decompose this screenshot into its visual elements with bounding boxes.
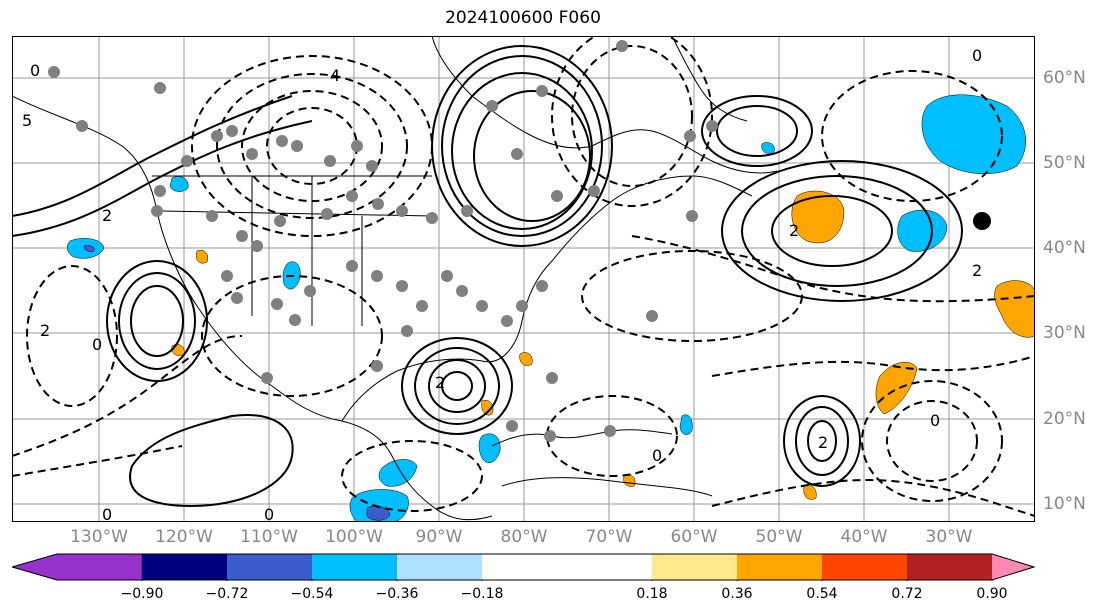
lat-label: 40°N — [1043, 238, 1086, 258]
shaded-anomaly-areas — [67, 94, 1035, 522]
colorbar-segment — [397, 554, 482, 580]
lon-label: 50°W — [755, 527, 803, 547]
lat-label: 20°N — [1043, 409, 1086, 429]
lon-label: 110°W — [240, 527, 298, 547]
colorbar-tick-label: 0.90 — [976, 586, 1008, 602]
colorbar-tick-label: −0.36 — [375, 586, 419, 602]
lat-label: 30°N — [1043, 323, 1086, 343]
map-panel: 0 2 4 5 0 2 0 2 0 2 0 2 0 2 0 — [12, 36, 1035, 522]
contour-label: 2 — [789, 221, 799, 240]
colorbar-segment — [12, 553, 143, 581]
contour-label: 2 — [40, 321, 50, 340]
colorbar-segment — [822, 554, 907, 580]
lon-label: 90°W — [415, 527, 463, 547]
contour-label: 0 — [930, 411, 940, 430]
colorbar-segment — [907, 554, 992, 580]
lon-label: 100°W — [325, 527, 383, 547]
lat-label: 10°N — [1043, 494, 1086, 514]
contour-label: 0 — [264, 505, 274, 522]
lon-label: 40°W — [840, 527, 888, 547]
contour-lines-dashed — [12, 36, 1035, 517]
contour-label: 2 — [102, 206, 112, 225]
colorbar-tick-label: −0.72 — [205, 586, 249, 602]
highlight-marker — [973, 212, 991, 230]
colorbar — [12, 553, 1035, 581]
colorbar-tick-label: 0.36 — [721, 586, 753, 602]
colorbar-segment — [737, 554, 822, 580]
map-title: 2024100600 F060 — [445, 8, 601, 28]
observation-dots — [48, 40, 718, 442]
contour-label: 2 — [972, 261, 982, 280]
lon-label: 70°W — [585, 527, 633, 547]
colorbar-segment — [312, 554, 397, 580]
colorbar-tick-label: −0.18 — [460, 586, 504, 602]
contour-label: 4 — [330, 66, 340, 85]
colorbar-tick-label: 0.72 — [891, 586, 923, 602]
colorbar-tick-label: 0.18 — [636, 586, 668, 602]
contour-lines — [12, 45, 963, 508]
lat-label: 50°N — [1043, 153, 1086, 173]
contour-label: 5 — [22, 111, 32, 130]
colorbar-segment — [227, 554, 312, 580]
colorbar-tick-label: −0.90 — [120, 586, 164, 602]
contour-label: 2 — [435, 373, 445, 392]
lon-label: 130°W — [70, 527, 128, 547]
colorbar-segment — [652, 554, 737, 580]
contour-label: 0 — [102, 505, 112, 522]
colorbar-tick-label: −0.54 — [290, 586, 334, 602]
colorbar-segment — [992, 554, 1034, 580]
lon-label: 30°W — [925, 527, 973, 547]
contour-label: 2 — [818, 433, 828, 452]
lon-label: 80°W — [500, 527, 548, 547]
contour-label: 0 — [652, 446, 662, 465]
map-gridlines — [12, 36, 1035, 522]
contour-label: 0 — [92, 335, 102, 354]
lat-label: 60°N — [1043, 68, 1086, 88]
colorbar-segment — [482, 554, 652, 580]
contour-label: 0 — [972, 46, 982, 65]
contour-label: 0 — [30, 61, 40, 80]
contour-label-group: 0 2 4 5 0 2 0 2 0 2 0 2 0 2 0 — [22, 46, 982, 522]
lon-label: 120°W — [155, 527, 213, 547]
lon-label: 60°W — [670, 527, 718, 547]
colorbar-segment — [142, 554, 227, 580]
colorbar-tick-label: 0.54 — [806, 586, 838, 602]
